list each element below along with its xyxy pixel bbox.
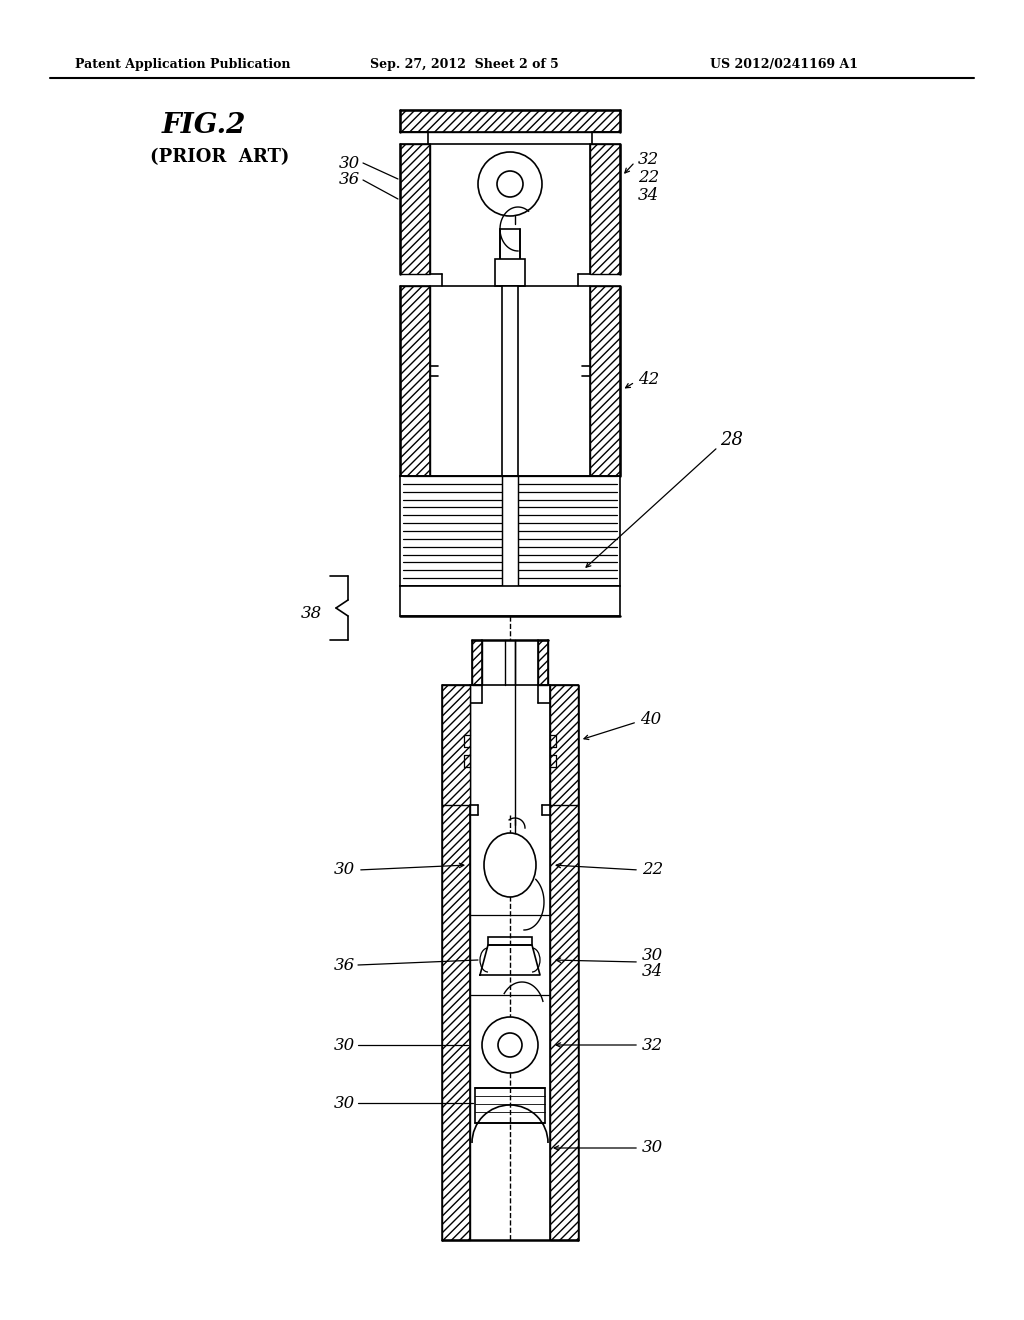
Bar (472, 640, 482, 685)
Text: 30: 30 (334, 1094, 355, 1111)
Bar (500, 228, 520, 286)
Circle shape (497, 172, 523, 197)
Text: 30: 30 (334, 862, 355, 879)
Text: 36: 36 (339, 172, 360, 189)
Bar (442, 685, 470, 1239)
Bar (475, 1088, 545, 1123)
Text: Sep. 27, 2012  Sheet 2 of 5: Sep. 27, 2012 Sheet 2 of 5 (370, 58, 559, 71)
Text: 30: 30 (642, 946, 664, 964)
Text: US 2012/0241169 A1: US 2012/0241169 A1 (710, 58, 858, 71)
Ellipse shape (484, 833, 536, 898)
Text: 38: 38 (301, 606, 322, 623)
Bar (590, 144, 620, 275)
Text: 34: 34 (642, 964, 664, 981)
Text: 22: 22 (638, 169, 659, 186)
Bar (400, 144, 430, 275)
Bar (400, 110, 620, 132)
Bar (480, 945, 540, 975)
Bar (502, 477, 518, 586)
Bar (590, 286, 620, 477)
Text: 32: 32 (642, 1036, 664, 1053)
Bar (400, 586, 620, 616)
Bar (488, 937, 532, 945)
Text: 28: 28 (720, 432, 743, 449)
Bar (400, 286, 430, 477)
Bar (400, 477, 620, 586)
Bar (502, 286, 518, 477)
Bar (538, 640, 548, 685)
Text: 30: 30 (339, 154, 360, 172)
Text: 22: 22 (642, 862, 664, 879)
Text: 34: 34 (638, 187, 659, 205)
Circle shape (498, 1034, 522, 1057)
Text: 32: 32 (638, 152, 659, 169)
Text: 36: 36 (334, 957, 355, 974)
Text: 40: 40 (640, 711, 662, 729)
Circle shape (478, 152, 542, 216)
Text: Patent Application Publication: Patent Application Publication (75, 58, 291, 71)
Bar (550, 685, 578, 1239)
Bar (550, 685, 578, 805)
Bar (495, 259, 525, 286)
Text: 42: 42 (638, 371, 659, 388)
Text: (PRIOR  ART): (PRIOR ART) (150, 148, 290, 166)
Text: 30: 30 (334, 1036, 355, 1053)
Circle shape (482, 1016, 538, 1073)
Text: 30: 30 (642, 1139, 664, 1156)
Text: FIG.2: FIG.2 (162, 112, 247, 139)
Bar (442, 685, 470, 805)
